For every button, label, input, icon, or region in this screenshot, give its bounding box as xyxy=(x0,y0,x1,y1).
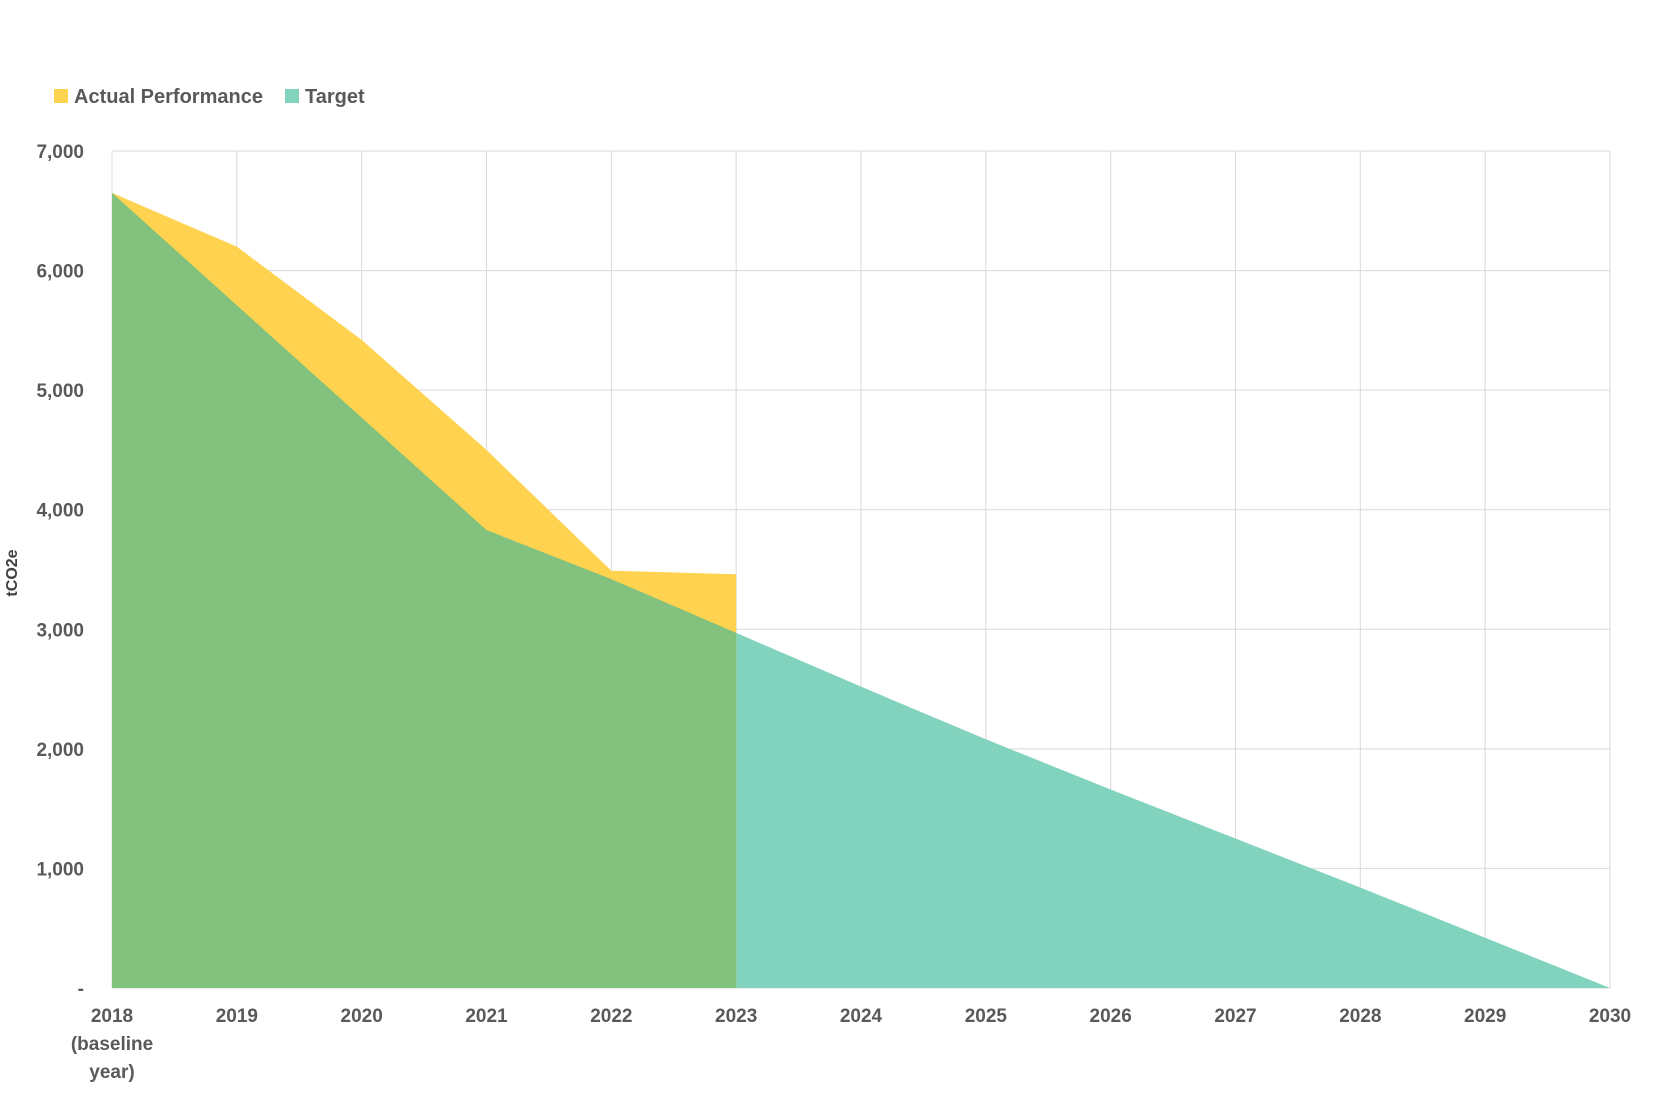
x-tick-label: 2023 xyxy=(715,1006,757,1027)
y-tick-label: 6,000 xyxy=(36,262,84,283)
y-tick-label: 5,000 xyxy=(36,381,84,402)
legend-label: Actual Performance xyxy=(74,86,263,108)
legend: Actual Performance Target xyxy=(54,86,365,108)
x-tick-label: 2030 xyxy=(1589,1006,1631,1027)
series-layer xyxy=(112,192,1610,989)
x-axis: 2018 (baseline year) 2019 2020 2021 2022 2023 20… xyxy=(71,1006,1631,1083)
x-tick-label: 2020 xyxy=(341,1006,383,1027)
x-tick-label: 2028 xyxy=(1339,1006,1381,1027)
x-tick-label: 2027 xyxy=(1214,1006,1256,1027)
x-tick-label: 2024 xyxy=(840,1006,883,1027)
overlap-area xyxy=(112,192,737,989)
x-tick-label: 2019 xyxy=(216,1006,258,1027)
x-tick-label: 2025 xyxy=(965,1006,1008,1027)
x-tick-label: 2029 xyxy=(1464,1006,1506,1027)
y-axis-title: tCO2e xyxy=(4,549,21,596)
legend-swatch xyxy=(284,89,299,103)
y-tick-label: 4,000 xyxy=(36,501,84,522)
y-tick-label: 1,000 xyxy=(36,859,84,880)
y-axis: - 1,000 2,000 3,000 4,000 5,000 6,000 7,000 xyxy=(36,142,84,1000)
x-tick-label: 2026 xyxy=(1090,1006,1132,1027)
legend-swatch xyxy=(54,89,68,103)
x-tick-label: 2021 xyxy=(465,1006,508,1027)
y-tick-label: 3,000 xyxy=(36,620,84,641)
x-tick-label: 2022 xyxy=(590,1006,632,1027)
y-tick-label: - xyxy=(78,979,84,1000)
x-tick-label: 2018 (baseline year) xyxy=(71,1006,153,1083)
y-tick-label: 7,000 xyxy=(36,142,84,163)
legend-label: Target xyxy=(305,86,365,108)
y-tick-label: 2,000 xyxy=(36,740,84,761)
